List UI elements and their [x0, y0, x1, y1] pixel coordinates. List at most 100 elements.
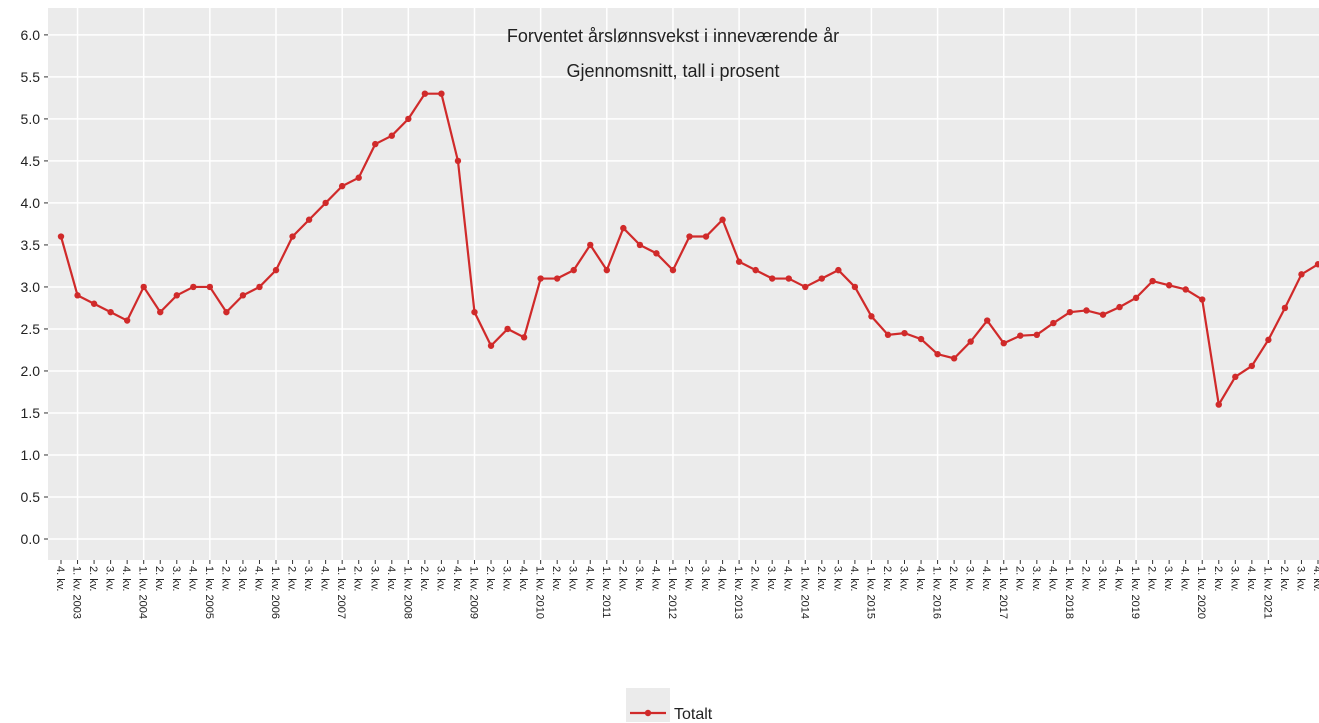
point	[471, 308, 478, 316]
y-tick-label: 3.5	[21, 237, 41, 253]
x-tick-label: 2. kv.	[286, 566, 298, 591]
point	[1116, 303, 1123, 311]
point	[868, 313, 875, 320]
x-tick-label: 2. kv.	[1278, 566, 1290, 591]
point	[1265, 336, 1272, 344]
point	[686, 233, 693, 240]
x-tick-label: 3. kv.	[434, 566, 446, 591]
x-tick-label: 3. kv.	[633, 566, 645, 591]
x-tick-label: 2. kv.	[815, 566, 827, 591]
x-tick-label: 2. kv.	[87, 566, 99, 591]
x-tick-label: 3. kv.	[501, 566, 513, 591]
point	[1199, 296, 1206, 303]
point	[405, 115, 412, 123]
legend-label: Totalt	[674, 706, 713, 723]
point	[537, 275, 544, 282]
point	[1298, 271, 1305, 278]
x-tick-label: 2. kv.	[153, 566, 165, 591]
point	[967, 338, 974, 345]
point	[1248, 362, 1256, 370]
point	[653, 250, 660, 257]
point	[719, 216, 726, 223]
point	[305, 216, 313, 223]
x-tick-label: 1. kv. 2003	[71, 566, 83, 619]
x-tick-label: 4. kv.	[54, 566, 66, 591]
point	[669, 266, 677, 274]
point	[620, 224, 627, 232]
point	[504, 325, 511, 333]
point	[1215, 401, 1222, 408]
x-tick-label: 3. kv.	[1162, 566, 1174, 591]
x-tick-label: 3. kv.	[898, 566, 910, 591]
point	[1182, 286, 1189, 293]
x-tick-label: 2. kv.	[1212, 566, 1224, 591]
x-tick-label: 3. kv.	[1294, 566, 1306, 591]
point	[421, 90, 429, 97]
y-tick-label: 4.0	[21, 195, 41, 211]
point	[785, 275, 792, 282]
point	[1050, 319, 1057, 327]
point	[140, 283, 147, 291]
x-tick-label: 1. kv. 2014	[798, 566, 810, 619]
x-tick-label: 4. kv.	[716, 566, 728, 591]
x-tick-label: 1. kv. 2007	[335, 566, 347, 619]
y-tick-label: 2.0	[21, 363, 41, 379]
point	[984, 317, 991, 324]
y-tick-label: 5.0	[21, 111, 41, 127]
x-tick-label: 4. kv.	[782, 566, 794, 591]
point	[272, 266, 280, 274]
plot-background	[48, 8, 1319, 560]
x-tick-label: 1. kv. 2021	[1261, 566, 1273, 619]
point	[173, 292, 180, 299]
x-tick-label: 4. kv.	[1046, 566, 1058, 591]
x-tick-label: 4. kv.	[980, 566, 992, 591]
point	[603, 266, 611, 274]
point	[802, 283, 809, 291]
point	[487, 342, 495, 349]
x-tick-label: 1. kv. 2017	[997, 566, 1009, 619]
marks	[57, 90, 1319, 408]
point	[1281, 304, 1289, 312]
point	[74, 292, 81, 299]
x-tick-label: 3. kv.	[699, 566, 711, 591]
point	[1083, 307, 1090, 314]
point	[157, 308, 164, 316]
point	[884, 331, 892, 339]
point	[901, 329, 908, 337]
point	[1165, 282, 1173, 289]
point	[388, 132, 395, 139]
point	[190, 283, 197, 291]
point	[239, 292, 247, 299]
x-tick-label: 1. kv. 2008	[401, 566, 413, 619]
point	[818, 275, 826, 282]
y-tick-label: 0.0	[21, 531, 41, 547]
point	[1017, 332, 1024, 339]
x-tick-label: 1. kv. 2019	[1129, 566, 1141, 619]
point	[570, 266, 577, 274]
point	[702, 233, 710, 240]
x-tick-label: 4. kv.	[1113, 566, 1125, 591]
point	[752, 266, 759, 274]
x-tick-label: 4. kv.	[1311, 566, 1319, 591]
x-tick-label: 3. kv.	[1228, 566, 1240, 591]
x-tick-label: 2. kv.	[484, 566, 496, 591]
legend-key	[626, 688, 670, 722]
x-tick-label: 2. kv.	[947, 566, 959, 591]
point	[322, 199, 329, 207]
x-tick-label: 1. kv. 2004	[137, 566, 149, 619]
x-tick-label: 2. kv.	[1079, 566, 1091, 591]
point	[338, 182, 346, 190]
point	[851, 283, 859, 291]
x-tick-label: 4. kv.	[583, 566, 595, 591]
x-tick-label: 4. kv.	[848, 566, 860, 591]
x-tick-label: 3. kv.	[1096, 566, 1108, 591]
x-tick-label: 3. kv.	[567, 566, 579, 591]
x-tick-label: 1. kv. 2015	[864, 566, 876, 619]
point	[454, 157, 462, 165]
x-tick-label: 2. kv.	[749, 566, 761, 591]
x-tick-label: 2. kv.	[616, 566, 628, 591]
y-tick-label: 1.0	[21, 447, 41, 463]
y-tick-label: 1.5	[21, 405, 41, 421]
x-tick-label: 2. kv.	[1146, 566, 1158, 591]
